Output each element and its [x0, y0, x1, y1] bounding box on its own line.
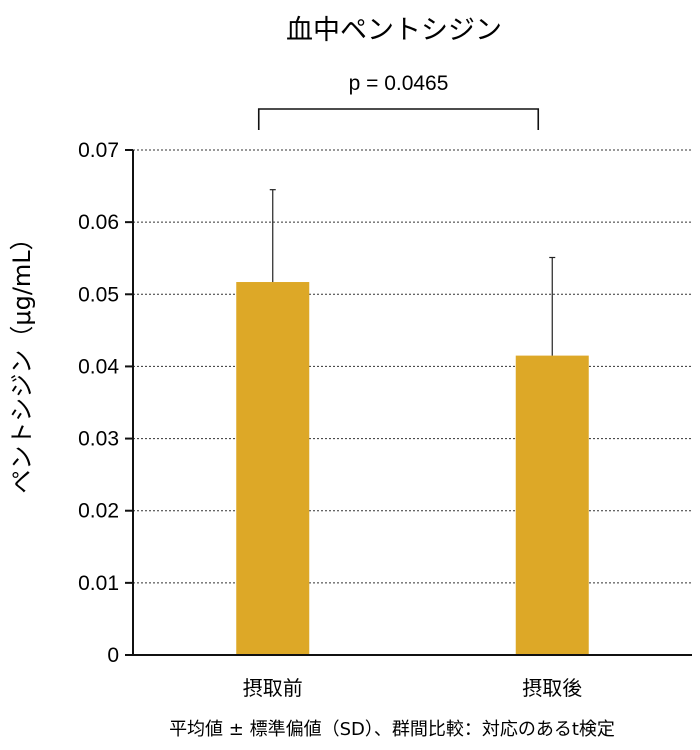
- footnote: 平均値 ± 標準偏値（SD）、群間比較：対応のあるt検定: [169, 719, 615, 740]
- y-tick-label: 0.01: [78, 572, 119, 595]
- y-tick-label: 0.02: [78, 500, 119, 523]
- y-tick-label: 0.03: [78, 428, 119, 451]
- chart-title: 血中ペントシジン: [286, 15, 502, 46]
- significance-bracket: [257, 108, 540, 130]
- gridlines: [133, 149, 692, 584]
- bar: [236, 282, 310, 655]
- y-tick-label: 0: [107, 644, 119, 667]
- bar: [515, 355, 589, 655]
- y-tick-label: 0.07: [78, 139, 119, 162]
- y-axis-label: ペントシジン（μg/mL）: [8, 226, 36, 493]
- p-value-label: p = 0.0465: [349, 72, 449, 95]
- y-axis-ticks: 0 0.01 0.02 0.03 0.04 0.05 0.06 0.07: [78, 139, 133, 667]
- category-label: 摂取後: [522, 676, 582, 700]
- y-tick-label: 0.04: [78, 355, 119, 378]
- x-axis-categories: 摂取前 摂取後: [243, 676, 583, 700]
- error-bars: [269, 189, 556, 356]
- bracket-line: [257, 108, 540, 130]
- y-tick-label: 0.05: [78, 283, 119, 306]
- bars: [236, 282, 589, 655]
- y-tick-label: 0.06: [78, 211, 119, 234]
- category-label: 摂取前: [243, 676, 303, 700]
